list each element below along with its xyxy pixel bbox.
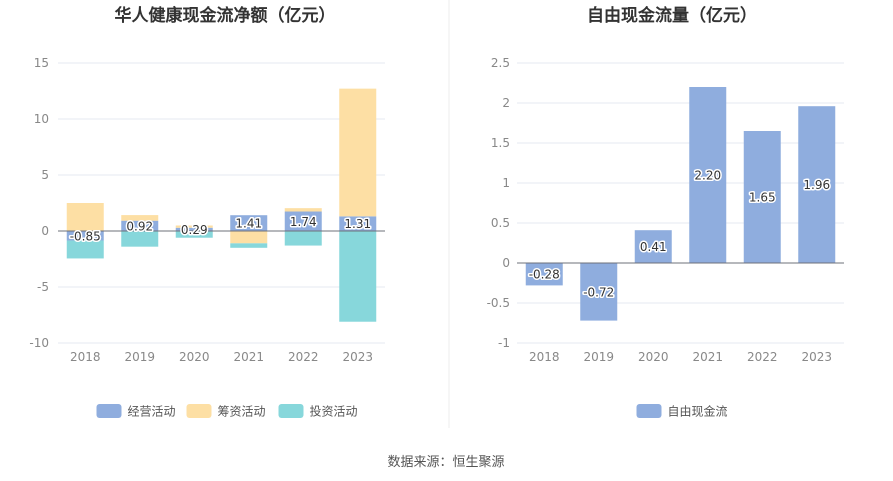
x-axis: 2018 2019 2020 2021 2022 2023 <box>529 350 832 364</box>
bar-operating <box>339 216 377 231</box>
data-label: 2.20 <box>694 169 721 183</box>
x-tick-label: 2018 <box>70 350 101 364</box>
bar-investing <box>339 231 377 322</box>
y-tick-label: 0 <box>502 256 510 270</box>
legend-item[interactable]: 筹资活动 <box>186 404 266 419</box>
bar-financing <box>121 215 159 221</box>
legend-label: 投资活动 <box>310 404 358 419</box>
data-label: 0.41 <box>640 240 667 254</box>
y-tick-label: 2 <box>502 96 510 110</box>
data-labels: -0.85 0.92 0.29 1.41 1.74 1.31 <box>68 213 372 245</box>
x-tick-label: 2023 <box>801 350 832 364</box>
bar-operating <box>175 227 213 231</box>
bar-financing <box>175 225 213 228</box>
x-tick-label: 2021 <box>233 350 264 364</box>
data-label: 1.41 <box>235 217 262 231</box>
legend-swatch <box>278 404 304 418</box>
x-tick-label: 2019 <box>124 350 155 364</box>
source-note: 数据来源：恒生聚源 <box>387 455 504 470</box>
bar-free-cash-flow <box>689 87 727 263</box>
y-tick-label: 0.5 <box>491 216 510 230</box>
bar-financing <box>284 208 322 212</box>
y-tick-label: 2.5 <box>491 56 510 70</box>
data-label: 0.29 <box>181 223 208 237</box>
bar-free-cash-flow <box>525 263 563 286</box>
data-label: -0.28 <box>529 268 560 282</box>
bar-investing <box>175 231 213 238</box>
free-cash-flow-chart: 自由现金流量（亿元） 2.5 2 1.5 1 0.5 0 -0.5 -1 -0.28 -0.72… <box>487 5 844 419</box>
bar-investing <box>284 231 322 246</box>
grid-layer <box>58 62 385 344</box>
bar-operating <box>284 211 322 231</box>
grid-layer <box>517 62 844 344</box>
data-label: 1.65 <box>749 191 776 205</box>
x-tick-label: 2019 <box>583 350 614 364</box>
chart-title: 自由现金流量（亿元） <box>587 5 757 26</box>
y-tick-label: -5 <box>37 280 49 294</box>
bar-free-cash-flow <box>634 230 672 263</box>
x-tick-label: 2021 <box>692 350 723 364</box>
legend-label: 经营活动 <box>128 405 176 419</box>
x-tick-label: 2023 <box>342 350 373 364</box>
legend-label: 筹资活动 <box>218 405 266 419</box>
y-tick-label: 1.5 <box>491 136 510 150</box>
x-tick-label: 2020 <box>179 350 210 364</box>
x-tick-label: 2022 <box>747 350 778 364</box>
bar-financing <box>339 88 377 217</box>
legend-swatch <box>636 404 662 418</box>
bar-free-cash-flow <box>580 263 618 321</box>
legend-item[interactable]: 投资活动 <box>278 404 358 419</box>
bar-investing <box>121 231 159 247</box>
cash-flow-chart: 华人健康现金流净额（亿元） 15 10 5 0 -5 -10 -0.85 0.92 0.29 1… <box>29 5 385 419</box>
x-axis: 2018 2019 2020 2021 2022 2023 <box>70 350 373 364</box>
legend: 经营活动 筹资活动 投资活动 <box>96 404 358 419</box>
y-tick-label: 5 <box>41 168 49 182</box>
data-label: 1.74 <box>290 215 317 229</box>
bars-layer <box>66 88 377 322</box>
x-tick-label: 2018 <box>529 350 560 364</box>
bar-investing <box>66 240 104 259</box>
bar-free-cash-flow <box>743 131 781 263</box>
bars-layer <box>525 87 836 321</box>
data-label: -0.72 <box>583 285 614 299</box>
data-labels: -0.28 -0.72 0.41 2.20 1.65 1.96 <box>527 167 831 301</box>
bar-financing <box>230 231 268 244</box>
bar-investing <box>230 243 268 248</box>
legend-swatch <box>186 404 212 418</box>
y-tick-label: -10 <box>29 336 49 350</box>
bar-operating <box>121 220 159 231</box>
y-axis: 15 10 5 0 -5 -10 <box>29 56 49 350</box>
y-tick-label: 15 <box>34 56 49 70</box>
bar-financing <box>66 203 104 231</box>
bar-free-cash-flow <box>798 106 836 263</box>
legend: 自由现金流 <box>636 404 728 419</box>
data-label: 0.92 <box>126 219 153 233</box>
bar-operating <box>66 231 104 241</box>
x-tick-label: 2022 <box>288 350 319 364</box>
y-tick-label: 1 <box>502 176 510 190</box>
data-label: 1.31 <box>344 217 371 231</box>
data-label: -0.85 <box>70 229 101 243</box>
legend-item[interactable]: 经营活动 <box>96 404 176 419</box>
legend-label: 自由现金流 <box>668 404 728 419</box>
x-tick-label: 2020 <box>638 350 669 364</box>
y-tick-label: -0.5 <box>487 296 510 310</box>
y-tick-label: -1 <box>498 336 510 350</box>
y-tick-label: 0 <box>41 224 49 238</box>
bar-operating <box>230 215 268 231</box>
y-axis: 2.5 2 1.5 1 0.5 0 -0.5 -1 <box>487 56 510 350</box>
legend-item[interactable]: 自由现金流 <box>636 404 728 419</box>
chart-title: 华人健康现金流净额（亿元） <box>115 5 336 26</box>
legend-swatch <box>96 404 122 418</box>
y-tick-label: 10 <box>34 112 49 126</box>
data-label: 1.96 <box>803 178 830 192</box>
